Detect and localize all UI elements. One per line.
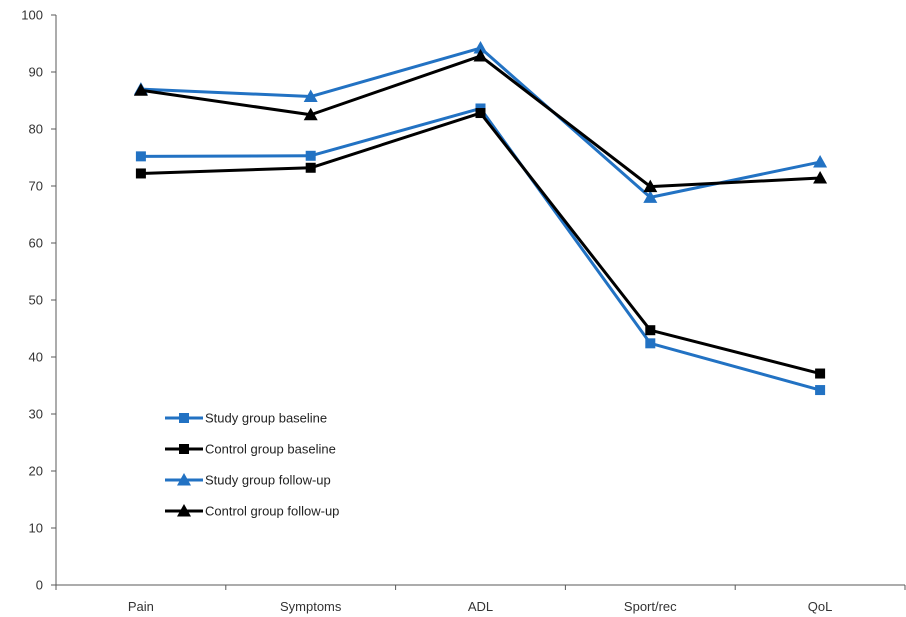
series-study-group-follow-up bbox=[133, 41, 828, 203]
data-point-control-group-baseline-pain bbox=[135, 168, 146, 179]
series-line-study-group-follow-up bbox=[140, 46, 821, 199]
series-line-control-group-follow-up bbox=[140, 54, 821, 189]
data-point-study-group-follow-up-symptoms bbox=[303, 89, 318, 103]
data-point-study-group-follow-up-qol bbox=[813, 155, 828, 168]
legend-label: Study group baseline bbox=[205, 411, 327, 426]
y-tick-label: 100 bbox=[21, 8, 43, 23]
data-point-study-group-baseline-qol bbox=[815, 385, 826, 396]
y-tick-label: 90 bbox=[29, 65, 43, 80]
x-tick-label-pain: Pain bbox=[128, 599, 154, 614]
data-point-control-group-follow-up-adl bbox=[473, 49, 488, 62]
x-tick-label-qol: QoL bbox=[808, 599, 833, 614]
legend-marker bbox=[177, 504, 191, 517]
data-point-study-group-baseline-symptoms bbox=[305, 150, 316, 161]
x-tick-label-sport-rec: Sport/rec bbox=[624, 599, 677, 614]
data-point-control-group-baseline-adl bbox=[475, 108, 486, 119]
legend-label: Study group follow-up bbox=[205, 473, 331, 488]
y-tick-label: 10 bbox=[29, 521, 43, 536]
data-point-study-group-follow-up-sport-rec bbox=[643, 190, 658, 203]
y-tick-label: 0 bbox=[36, 578, 43, 593]
legend-marker bbox=[179, 444, 189, 454]
legend-item-study-group-baseline: Study group baseline bbox=[165, 411, 327, 426]
data-point-control-group-baseline-symptoms bbox=[305, 162, 316, 173]
legend-item-study-group-follow-up: Study group follow-up bbox=[165, 473, 331, 488]
data-point-study-group-baseline-sport-rec bbox=[645, 338, 656, 349]
y-tick-label: 60 bbox=[29, 236, 43, 251]
legend: Study group baseline Control group baseli… bbox=[165, 411, 339, 519]
legend-label: Control group baseline bbox=[205, 442, 336, 457]
y-tick-label: 20 bbox=[29, 464, 43, 479]
axes: 0 10 20 30 40 50 60 70 80 90 100 Pain Symptoms ADL Spo… bbox=[21, 8, 906, 614]
y-tick-label: 70 bbox=[29, 179, 43, 194]
series-layer bbox=[133, 41, 828, 396]
x-tick-label-symptoms: Symptoms bbox=[280, 599, 342, 614]
data-point-study-group-baseline-pain bbox=[135, 151, 146, 162]
series-control-group-baseline bbox=[135, 108, 826, 379]
data-point-control-group-baseline-qol bbox=[815, 368, 826, 379]
series-control-group-follow-up bbox=[133, 49, 828, 193]
y-tick-label: 80 bbox=[29, 122, 43, 137]
legend-marker bbox=[179, 413, 189, 423]
series-line-control-group-baseline bbox=[140, 111, 821, 375]
data-point-control-group-follow-up-symptoms bbox=[303, 107, 318, 121]
data-point-control-group-follow-up-pain bbox=[133, 83, 148, 96]
y-tick-label: 30 bbox=[29, 407, 43, 422]
legend-item-control-group-baseline: Control group baseline bbox=[165, 442, 336, 457]
y-tick-label: 40 bbox=[29, 350, 43, 365]
y-tick-label: 50 bbox=[29, 293, 43, 308]
legend-marker bbox=[177, 473, 191, 486]
legend-item-control-group-follow-up: Control group follow-up bbox=[165, 504, 339, 519]
data-point-study-group-follow-up-adl bbox=[473, 41, 488, 54]
x-tick-label-adl: ADL bbox=[468, 599, 493, 614]
series-study-group-baseline bbox=[135, 103, 826, 396]
data-point-control-group-follow-up-sport-rec bbox=[643, 179, 658, 193]
data-point-control-group-follow-up-qol bbox=[813, 171, 828, 184]
legend-label: Control group follow-up bbox=[205, 504, 339, 519]
data-point-control-group-baseline-sport-rec bbox=[645, 325, 656, 336]
